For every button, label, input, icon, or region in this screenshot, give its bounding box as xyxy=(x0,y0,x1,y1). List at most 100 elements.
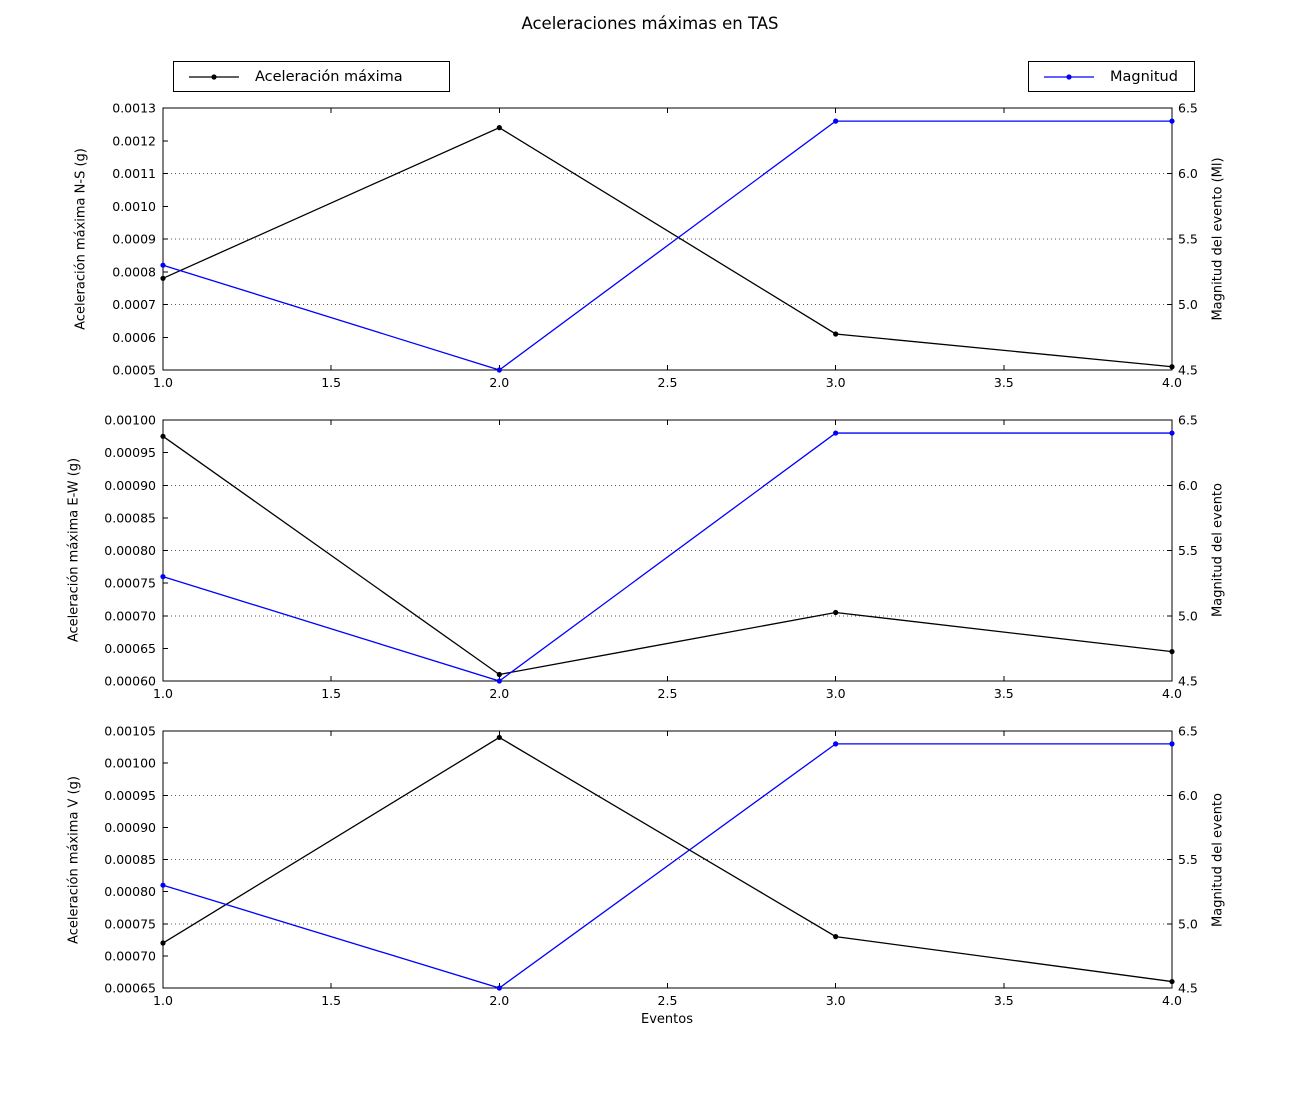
y-right-tick-label: 5.0 xyxy=(1178,297,1198,312)
y-left-tick-label: 0.00070 xyxy=(104,948,156,963)
y-right-tick-label: 5.0 xyxy=(1178,916,1198,931)
data-point-acceleration xyxy=(160,433,166,439)
ylabel-v: Aceleración máxima V (g) xyxy=(66,776,82,944)
magnitude-line-sample-icon xyxy=(1044,73,1094,80)
x-tick-label: 1.5 xyxy=(321,686,341,701)
ylabel-ew: Aceleración máxima E-W (g) xyxy=(66,457,82,643)
y-left-tick-label: 0.00085 xyxy=(104,510,156,525)
legend-acceleration: Aceleración máxima xyxy=(173,61,450,92)
y-left-tick-label: 0.0013 xyxy=(112,101,156,116)
series-line-magnitude xyxy=(162,432,1172,682)
x-tick-label: 2.0 xyxy=(489,686,509,701)
data-point-magnitude xyxy=(160,882,166,888)
y-left-tick-label: 0.00090 xyxy=(104,820,156,835)
y-left-tick-label: 0.00080 xyxy=(104,543,156,558)
data-point-magnitude xyxy=(1169,430,1175,436)
y-left-tick-label: 0.00075 xyxy=(104,576,156,591)
subplot-0: 1.0 1.5 2.0 2.5 3.0 3.5 4.0 0.0005 0.0006 0.0007 0… xyxy=(112,101,1198,391)
acceleration-line-sample-icon xyxy=(189,73,239,80)
y-left-tick-label: 0.00090 xyxy=(104,478,156,493)
series-line-acceleration xyxy=(162,736,1173,983)
ylabel-magnitude-2: Magnitud del evento xyxy=(1210,483,1226,617)
y-left-tick-label: 0.00080 xyxy=(104,884,156,899)
y-left-tick-label: 0.00070 xyxy=(104,608,156,623)
y-left-tick-label: 0.00095 xyxy=(104,445,156,460)
data-point-acceleration xyxy=(1169,649,1175,655)
x-tick-label: 1.5 xyxy=(321,993,341,1008)
x-tick-label: 4.0 xyxy=(1162,993,1182,1008)
data-point-acceleration xyxy=(496,125,502,131)
x-tick-label: 1.0 xyxy=(153,993,173,1008)
y-left-tick-label: 0.0011 xyxy=(112,166,156,181)
data-point-magnitude xyxy=(496,985,502,991)
y-right-tick-label: 6.5 xyxy=(1178,101,1198,116)
legend-magnitude: Magnitud xyxy=(1028,61,1195,92)
subplot-1: 1.0 1.5 2.0 2.5 3.0 3.5 4.0 0.00060 0.00065 0.000… xyxy=(104,413,1198,702)
data-point-magnitude xyxy=(496,678,502,684)
y-right-tick-label: 5.5 xyxy=(1178,232,1198,247)
data-point-acceleration xyxy=(833,331,839,337)
y-left-tick-label: 0.0012 xyxy=(112,133,156,148)
data-point-magnitude xyxy=(160,574,166,580)
x-tick-label: 2.5 xyxy=(658,686,678,701)
x-tick-label: 1.0 xyxy=(153,375,173,390)
y-right-tick-label: 6.0 xyxy=(1178,478,1198,493)
legend-magnitude-label: Magnitud xyxy=(1110,68,1178,85)
y-right-tick-label: 4.5 xyxy=(1178,363,1198,378)
data-point-acceleration xyxy=(160,940,166,946)
x-tick-label: 2.5 xyxy=(658,993,678,1008)
y-right-tick-label: 4.5 xyxy=(1178,674,1198,689)
y-left-tick-label: 0.0010 xyxy=(112,199,156,214)
y-left-tick-label: 0.00105 xyxy=(104,724,156,739)
ylabel-ns: Aceleración máxima N-S (g) xyxy=(73,148,89,330)
x-tick-label: 1.0 xyxy=(153,686,173,701)
y-right-tick-label: 5.0 xyxy=(1178,608,1198,623)
series-line-magnitude xyxy=(162,120,1172,371)
x-tick-label: 3.0 xyxy=(826,686,846,701)
x-tick-label: 3.5 xyxy=(994,993,1014,1008)
y-right-tick-label: 6.0 xyxy=(1178,788,1198,803)
legend-acceleration-label: Aceleración máxima xyxy=(255,68,403,85)
x-tick-label: 1.5 xyxy=(321,375,341,390)
data-point-magnitude xyxy=(833,118,839,124)
x-tick-label: 3.5 xyxy=(994,375,1014,390)
y-right-tick-label: 5.5 xyxy=(1178,852,1198,867)
data-point-acceleration xyxy=(1169,364,1175,370)
y-left-tick-label: 0.0008 xyxy=(112,264,156,279)
series-line-acceleration xyxy=(162,435,1173,676)
data-point-acceleration xyxy=(1169,978,1175,985)
x-tick-label: 3.0 xyxy=(826,375,846,390)
data-point-acceleration xyxy=(496,671,502,678)
y-left-tick-label: 0.0005 xyxy=(112,363,156,378)
data-point-magnitude xyxy=(833,741,839,747)
y-left-tick-label: 0.00060 xyxy=(104,674,156,689)
x-tick-label: 4.0 xyxy=(1162,686,1182,701)
data-point-magnitude xyxy=(496,367,502,373)
data-point-acceleration xyxy=(833,934,839,940)
xlabel-eventos: Eventos xyxy=(641,1012,693,1027)
y-left-tick-label: 0.00065 xyxy=(104,981,156,996)
y-right-tick-label: 5.5 xyxy=(1178,543,1198,558)
y-right-tick-label: 6.5 xyxy=(1178,413,1198,428)
data-point-magnitude xyxy=(833,430,839,436)
y-right-tick-label: 6.0 xyxy=(1178,166,1198,181)
data-point-acceleration xyxy=(833,609,839,616)
y-left-tick-label: 0.00100 xyxy=(104,413,156,428)
x-tick-label: 2.0 xyxy=(489,375,509,390)
data-point-acceleration xyxy=(496,734,502,741)
y-left-tick-label: 0.0007 xyxy=(112,297,156,312)
y-right-tick-label: 4.5 xyxy=(1178,981,1198,996)
y-left-tick-label: 0.00075 xyxy=(104,916,156,931)
data-point-magnitude xyxy=(160,262,166,268)
y-left-tick-label: 0.00085 xyxy=(104,852,156,867)
x-tick-label: 4.0 xyxy=(1162,375,1182,390)
y-left-tick-label: 0.00100 xyxy=(104,756,156,771)
data-point-acceleration xyxy=(160,275,166,281)
x-tick-label: 3.0 xyxy=(826,993,846,1008)
ylabel-magnitude-3: Magnitud del evento xyxy=(1210,793,1226,927)
ylabel-magnitude-1: Magnitud del evento (Ml) xyxy=(1210,157,1226,321)
series-line-magnitude xyxy=(162,743,1172,989)
x-tick-label: 2.0 xyxy=(489,993,509,1008)
